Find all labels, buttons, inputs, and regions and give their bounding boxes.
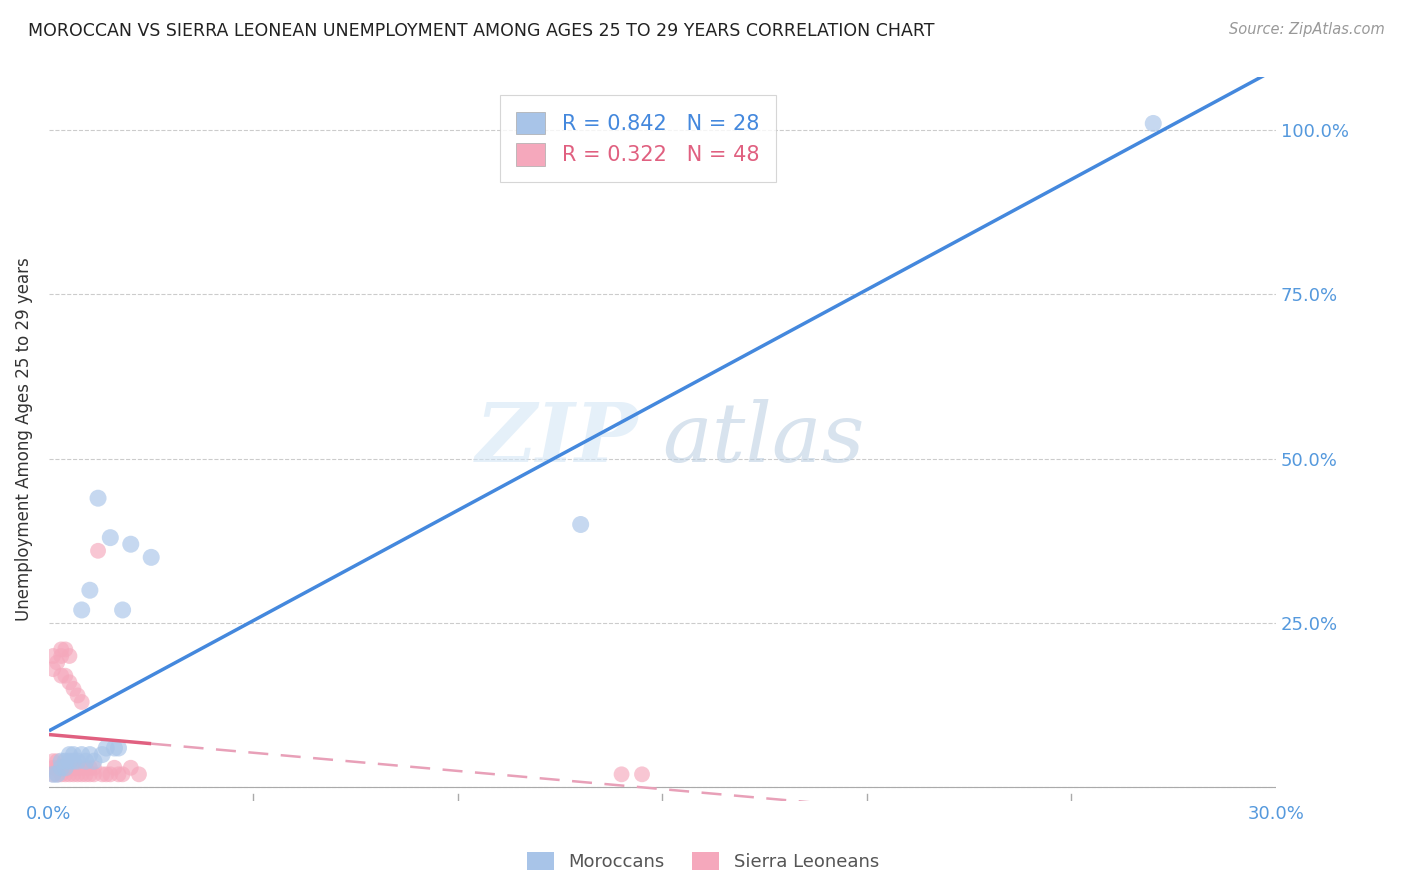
Point — [66, 689, 89, 703]
Point — [75, 767, 97, 781]
Point — [631, 767, 654, 781]
Point — [46, 656, 69, 670]
Text: MOROCCAN VS SIERRA LEONEAN UNEMPLOYMENT AMONG AGES 25 TO 29 YEARS CORRELATION CH: MOROCCAN VS SIERRA LEONEAN UNEMPLOYMENT … — [28, 22, 935, 40]
Point — [87, 543, 110, 558]
Point — [62, 767, 84, 781]
Point — [79, 583, 101, 598]
Point — [51, 669, 73, 683]
Point — [66, 754, 89, 768]
Point — [83, 754, 105, 768]
Point — [46, 754, 69, 768]
Point — [75, 761, 97, 775]
Point — [70, 767, 93, 781]
Point — [46, 761, 69, 775]
Point — [42, 761, 65, 775]
Point — [58, 754, 80, 768]
Point — [70, 603, 93, 617]
Point — [46, 767, 69, 781]
Legend: R = 0.842   N = 28, R = 0.322   N = 48: R = 0.842 N = 28, R = 0.322 N = 48 — [499, 95, 776, 182]
Point — [42, 662, 65, 676]
Point — [42, 754, 65, 768]
Point — [70, 747, 93, 762]
Text: Source: ZipAtlas.com: Source: ZipAtlas.com — [1229, 22, 1385, 37]
Point — [51, 767, 73, 781]
Point — [70, 695, 93, 709]
Point — [91, 767, 114, 781]
Point — [107, 767, 129, 781]
Point — [53, 642, 76, 657]
Point — [51, 761, 73, 775]
Point — [120, 537, 142, 551]
Point — [79, 767, 101, 781]
Point — [98, 767, 121, 781]
Point — [62, 761, 84, 775]
Point — [103, 741, 125, 756]
Point — [96, 741, 118, 756]
Point — [51, 642, 73, 657]
Point — [58, 767, 80, 781]
Point — [128, 767, 150, 781]
Point — [51, 648, 73, 663]
Point — [53, 761, 76, 775]
Point — [111, 603, 134, 617]
Text: ZIP: ZIP — [475, 399, 638, 479]
Point — [58, 675, 80, 690]
Point — [79, 747, 101, 762]
Point — [42, 767, 65, 781]
Point — [53, 669, 76, 683]
Y-axis label: Unemployment Among Ages 25 to 29 years: Unemployment Among Ages 25 to 29 years — [15, 257, 32, 621]
Point — [51, 754, 73, 768]
Point — [62, 754, 84, 768]
Point — [42, 767, 65, 781]
Point — [141, 550, 163, 565]
Point — [96, 767, 118, 781]
Point — [58, 747, 80, 762]
Point — [91, 747, 114, 762]
Point — [66, 767, 89, 781]
Point — [53, 754, 76, 768]
Point — [62, 747, 84, 762]
Legend: Moroccans, Sierra Leoneans: Moroccans, Sierra Leoneans — [520, 846, 886, 879]
Point — [51, 761, 73, 775]
Point — [79, 761, 101, 775]
Point — [62, 681, 84, 696]
Point — [610, 767, 633, 781]
Point — [120, 761, 142, 775]
Point — [53, 761, 76, 775]
Text: atlas: atlas — [662, 399, 865, 479]
Point — [87, 491, 110, 506]
Point — [46, 767, 69, 781]
Point — [1142, 116, 1164, 130]
Point — [53, 767, 76, 781]
Point — [107, 741, 129, 756]
Point — [98, 531, 121, 545]
Point — [83, 767, 105, 781]
Point — [58, 648, 80, 663]
Point — [58, 761, 80, 775]
Point — [70, 761, 93, 775]
Point — [569, 517, 592, 532]
Point — [42, 648, 65, 663]
Point — [103, 761, 125, 775]
Point — [83, 761, 105, 775]
Point — [66, 761, 89, 775]
Point — [75, 754, 97, 768]
Point — [111, 767, 134, 781]
